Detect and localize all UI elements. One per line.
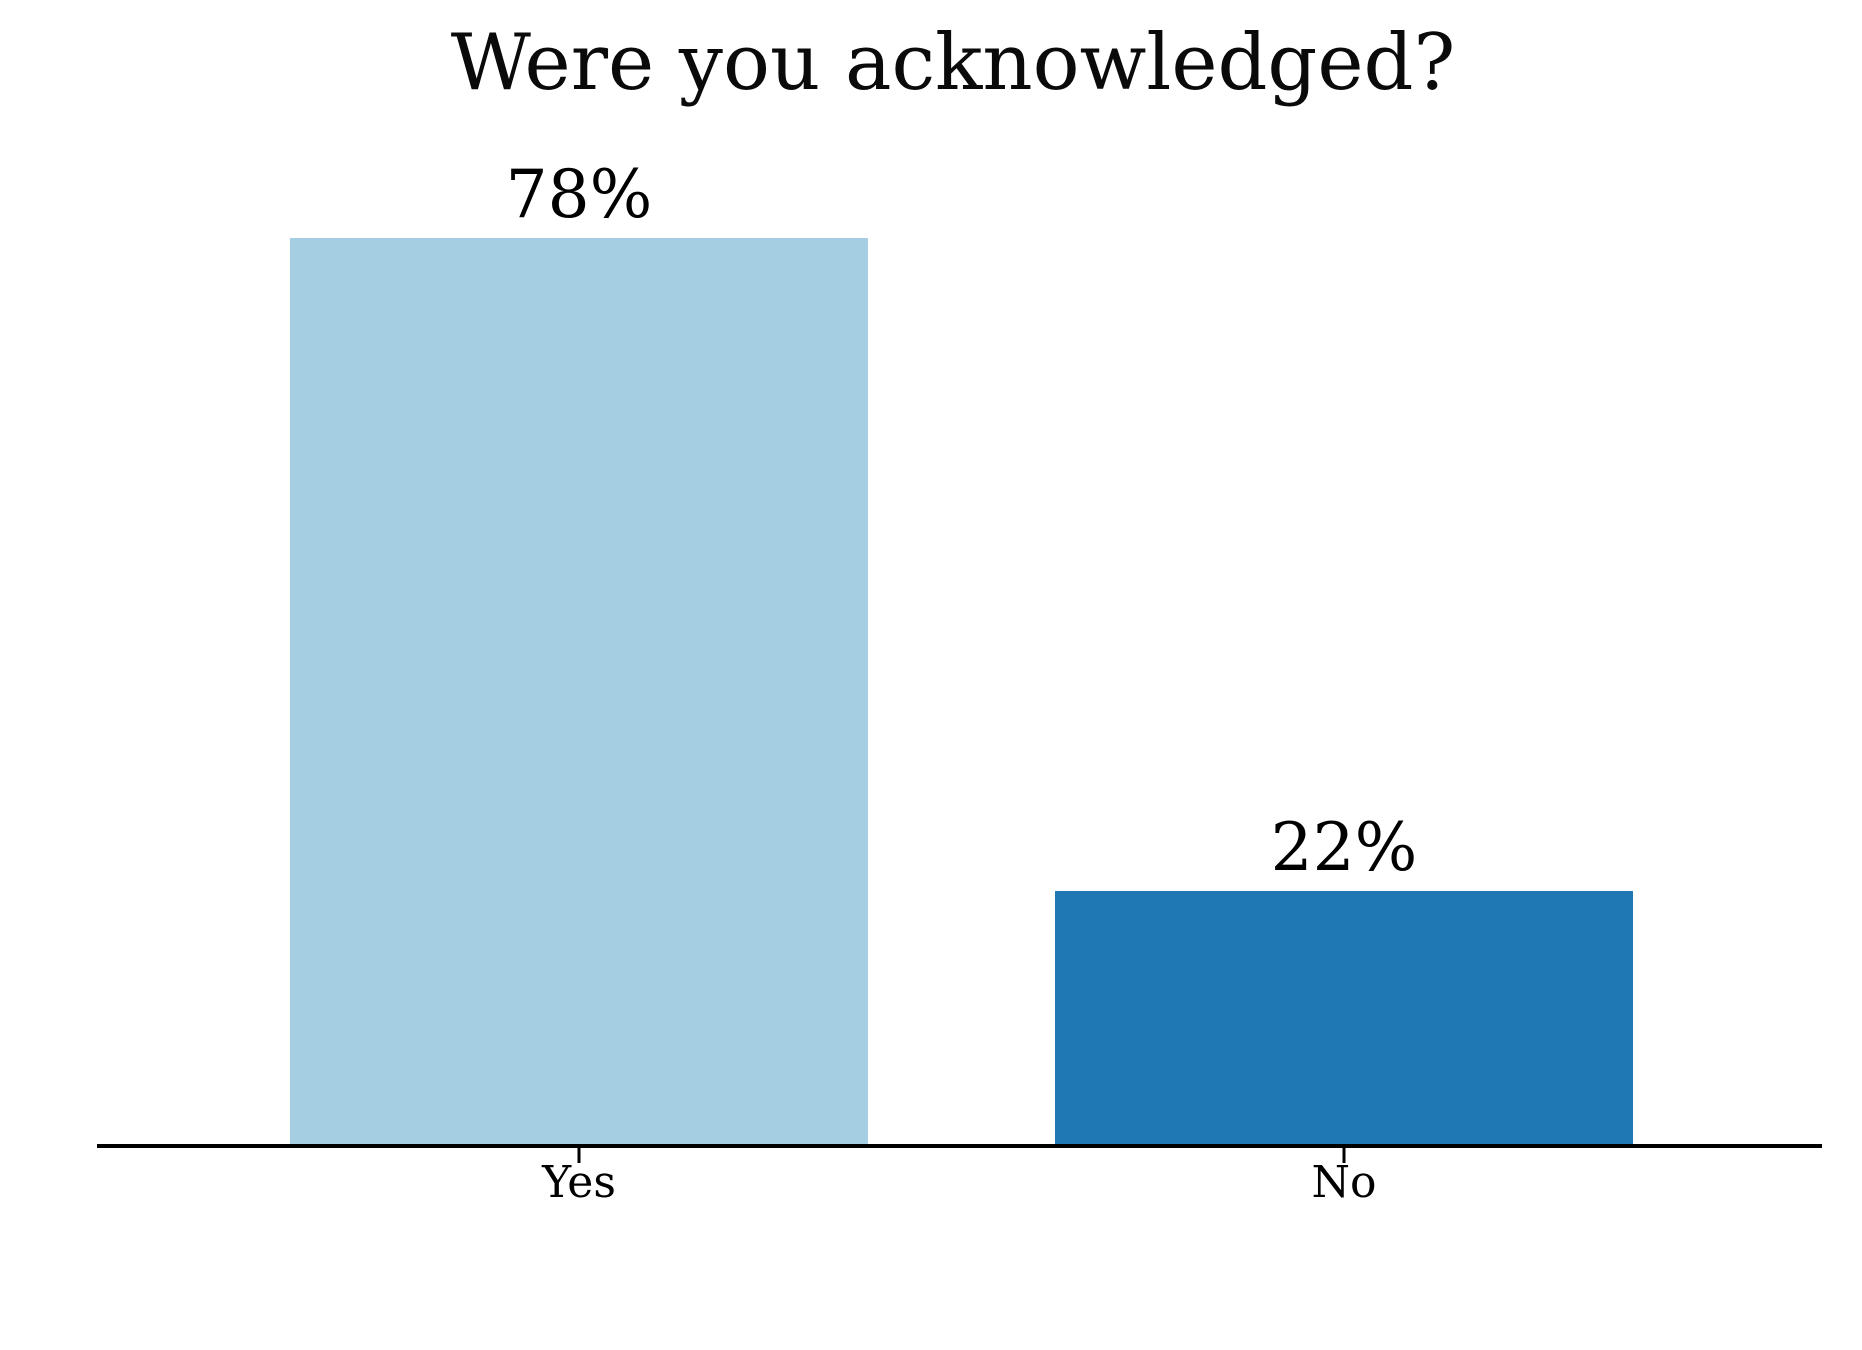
chart-title: Were you acknowledged?: [450, 18, 1456, 108]
bar-value-label-yes: 78%: [505, 156, 653, 233]
x-axis-tick-yes: [577, 1148, 581, 1163]
bar-group-yes: 78%: [290, 162, 868, 1147]
x-axis-line: [97, 1144, 1822, 1148]
x-axis-label-no: No: [1311, 1157, 1377, 1208]
x-axis-tick-no: [1342, 1148, 1346, 1163]
x-axis-label-yes: Yes: [542, 1157, 616, 1208]
bar-group-no: 22%: [1055, 815, 1633, 1147]
bar-yes: [290, 238, 868, 1147]
bar-value-label-no: 22%: [1270, 809, 1418, 886]
bar-no: [1055, 891, 1633, 1147]
